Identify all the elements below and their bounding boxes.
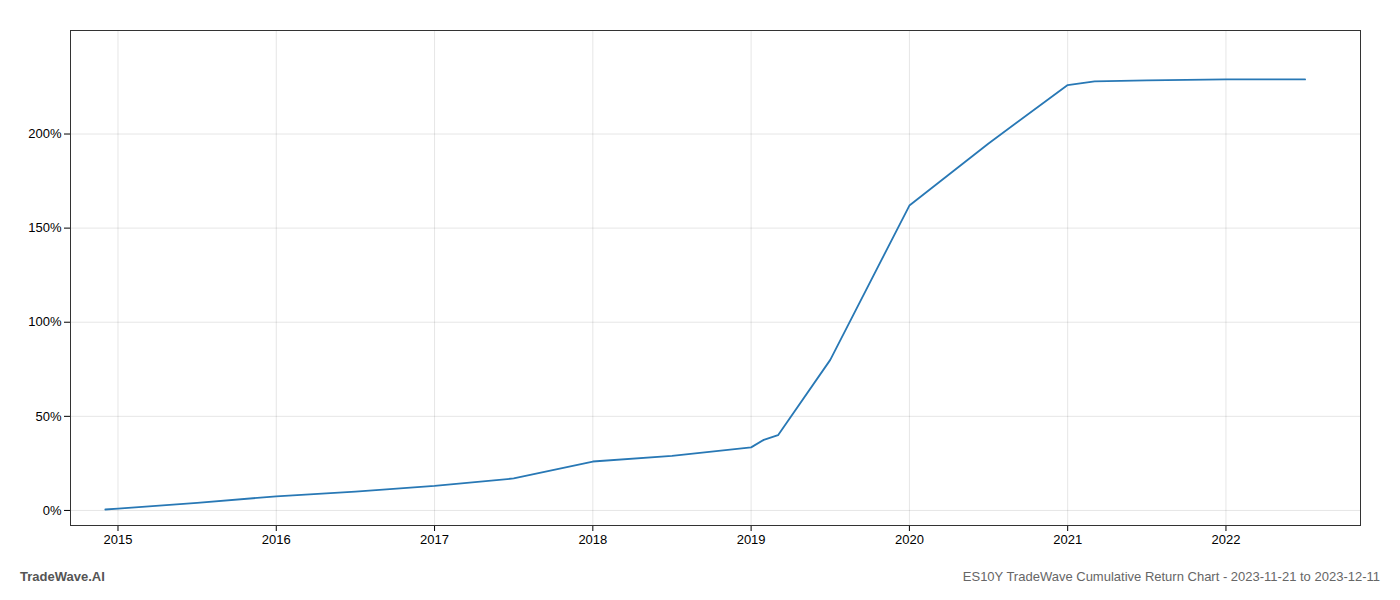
svg-text:0%: 0%	[43, 503, 62, 518]
svg-text:2021: 2021	[1053, 532, 1082, 547]
svg-text:2015: 2015	[104, 532, 133, 547]
svg-text:50%: 50%	[35, 408, 61, 423]
svg-text:2016: 2016	[262, 532, 291, 547]
svg-text:150%: 150%	[28, 220, 62, 235]
svg-text:200%: 200%	[28, 126, 62, 141]
svg-text:2017: 2017	[420, 532, 449, 547]
svg-text:100%: 100%	[28, 314, 62, 329]
svg-text:2018: 2018	[578, 532, 607, 547]
svg-text:2019: 2019	[737, 532, 766, 547]
svg-text:2022: 2022	[1211, 532, 1240, 547]
svg-text:2020: 2020	[895, 532, 924, 547]
html-text:ES10Y TradeWave Cumulative Ret: ES10Y TradeWave Cumulative Return Chart …	[962, 569, 1380, 584]
html-text:TradeWave.AI: TradeWave.AI	[20, 569, 105, 584]
